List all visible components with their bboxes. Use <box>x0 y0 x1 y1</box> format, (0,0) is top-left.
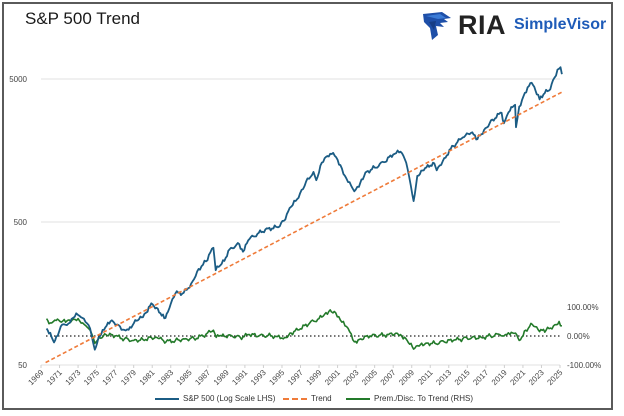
x-tick-label: 1971 <box>45 368 64 387</box>
y-right-tick-label: 100.00% <box>567 303 599 312</box>
x-tick-label: 2015 <box>453 368 472 387</box>
gridlines <box>41 78 560 366</box>
y-left-tick-label: 500 <box>14 218 28 227</box>
x-tick-label: 1993 <box>249 368 268 387</box>
x-tick-label: 1985 <box>175 368 194 387</box>
x-tick-label: 2017 <box>471 368 490 387</box>
x-tick-label: 1997 <box>286 368 305 387</box>
x-tick-label: 2001 <box>323 368 342 387</box>
eagle-icon <box>423 12 451 40</box>
x-tick-label: 1999 <box>305 368 324 387</box>
x-tick-label: 2021 <box>508 368 527 387</box>
legend-swatch-trend <box>283 397 307 400</box>
x-tick-label: 2007 <box>379 368 398 387</box>
y-right-tick-label: 0.00% <box>567 332 590 341</box>
legend-swatch-sp500 <box>155 397 179 400</box>
legend-label-premium: Prem./Disc. To Trend (RHS) <box>374 394 473 403</box>
legend-item-trend: Trend <box>283 394 332 403</box>
chart-title: S&P 500 Trend <box>25 9 140 28</box>
legend-item-premium: Prem./Disc. To Trend (RHS) <box>346 394 473 403</box>
x-tick-label: 2005 <box>360 368 379 387</box>
x-tick-label: 1987 <box>193 368 212 387</box>
logo-text: SimpleVisor <box>514 16 607 33</box>
x-tick-label: 2011 <box>416 368 435 387</box>
y-right-tick-label: -100.00% <box>567 361 601 370</box>
y-axis-right: 100.00% 0.00% -100.00% <box>567 303 601 370</box>
trend-line <box>45 91 563 364</box>
x-tick-label: 1979 <box>119 368 138 387</box>
x-axis: 1969 1971 1973 1975 1977 1979 1981 1983 1985 1987… <box>26 365 565 387</box>
logo-mark: RIA <box>458 9 506 40</box>
x-tick-label: 1973 <box>64 368 83 387</box>
ria-simplevisor-logo: RIA SimpleVisor <box>420 8 606 42</box>
y-left-tick-label: 5000 <box>9 75 27 84</box>
x-tick-label: 1995 <box>267 368 286 387</box>
legend-item-sp500: S&P 500 (Log Scale LHS) <box>155 394 275 403</box>
legend-swatch-premium <box>346 397 370 400</box>
x-tick-label: 1981 <box>138 368 157 387</box>
x-tick-label: 2025 <box>545 368 564 387</box>
y-axis-left: 5000 500 50 <box>9 75 27 370</box>
x-tick-label: 2019 <box>490 368 509 387</box>
sp500-line <box>45 66 563 351</box>
legend-label-sp500: S&P 500 (Log Scale LHS) <box>183 394 276 403</box>
series-group <box>45 66 563 364</box>
x-tick-label: 2009 <box>397 368 416 387</box>
y-left-tick-label: 50 <box>18 361 27 370</box>
x-tick-label: 1991 <box>230 368 249 387</box>
x-tick-label: 1969 <box>26 368 45 387</box>
x-tick-label: 2013 <box>434 368 453 387</box>
legend-label-trend: Trend <box>311 394 332 403</box>
x-tick-label: 1975 <box>82 368 101 387</box>
x-tick-label: 1977 <box>101 368 120 387</box>
chart-frame <box>2 2 613 410</box>
x-tick-label: 2023 <box>527 368 546 387</box>
x-tick-label: 1989 <box>212 368 231 387</box>
x-tick-label: 2003 <box>342 368 361 387</box>
premium-discount-line <box>45 309 563 350</box>
x-tick-label: 1983 <box>156 368 175 387</box>
